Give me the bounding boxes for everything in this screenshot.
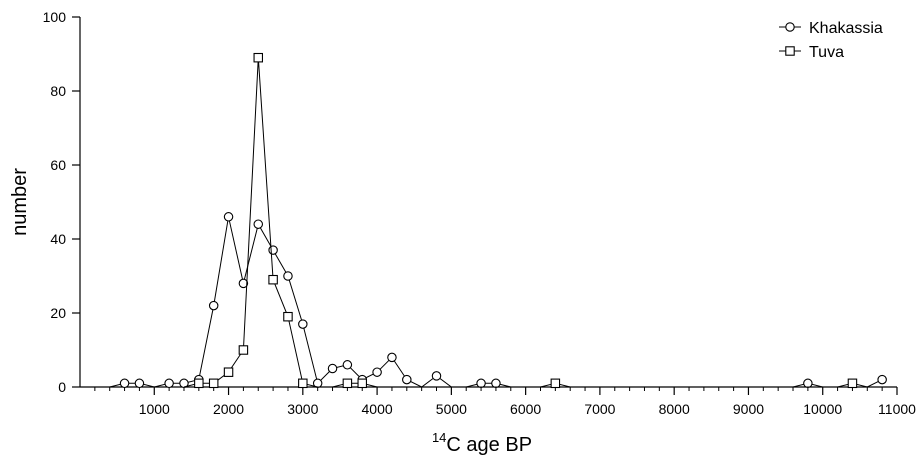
- data-point-tuva: [342, 378, 353, 389]
- legend-item-tuva: Tuva: [779, 44, 844, 61]
- data-point-khakassia: [119, 378, 130, 389]
- data-point-tuva: [268, 274, 278, 285]
- x-tick-label: 11000: [878, 401, 916, 417]
- data-point-tuva: [194, 378, 204, 389]
- data-point-khakassia: [253, 219, 264, 229]
- axes: 1000 2000 3000 4000 5000 6000 7000 8000 9000 1000…: [43, 9, 917, 417]
- data-point-khakassia: [803, 378, 813, 389]
- data-point-tuva: [238, 345, 249, 355]
- data-point-khakassia: [476, 378, 486, 389]
- x-tick-label: 4000: [362, 401, 393, 417]
- data-point-tuva: [253, 52, 264, 63]
- x-axis-title: 14C age BP: [432, 430, 532, 456]
- x-tick-label: 8000: [659, 401, 690, 417]
- data-point-khakassia: [223, 212, 234, 222]
- x-tick-label: 10000: [803, 401, 842, 417]
- data-point-khakassia: [179, 378, 189, 389]
- y-tick-label: 0: [58, 379, 66, 395]
- y-tick-label: 20: [50, 305, 66, 321]
- series-line-tuva: [183, 57, 868, 388]
- x-tick-label: 2000: [213, 401, 244, 417]
- data-point-khakassia: [342, 360, 353, 370]
- x-axis-title-superscript: 14: [432, 430, 446, 445]
- data-point-khakassia: [372, 367, 382, 377]
- data-point-khakassia: [387, 352, 397, 363]
- x-tick-label: 1000: [139, 401, 170, 417]
- data-point-khakassia: [238, 278, 249, 289]
- data-point-tuva: [208, 378, 219, 389]
- data-point-khakassia: [327, 363, 338, 374]
- legend-marker-tuva: [785, 46, 795, 56]
- x-tick-label: 5000: [436, 401, 467, 417]
- y-tick-label: 80: [50, 83, 66, 99]
- data-point-khakassia: [402, 374, 412, 385]
- series-khakassia: [109, 212, 887, 389]
- data-point-khakassia: [298, 319, 308, 329]
- legend-item-khakassia: Khakassia: [779, 20, 883, 37]
- data-point-khakassia: [283, 271, 293, 281]
- legend-marker-khakassia: [785, 22, 795, 32]
- series-layer: [109, 52, 887, 389]
- data-point-tuva: [357, 378, 367, 389]
- data-point-khakassia: [491, 378, 501, 389]
- x-tick-label: 3000: [287, 401, 318, 417]
- data-point-tuva: [283, 311, 293, 322]
- legend-label-tuva: Tuva: [809, 44, 844, 61]
- y-tick-label: 60: [50, 157, 66, 173]
- data-point-khakassia: [268, 245, 278, 255]
- data-point-khakassia: [431, 371, 442, 381]
- data-point-khakassia: [164, 378, 174, 389]
- legend-label-khakassia: Khakassia: [809, 20, 883, 37]
- x-tick-label: 6000: [510, 401, 541, 417]
- data-point-tuva: [550, 378, 561, 389]
- x-axis-title-text: C age BP: [446, 434, 532, 456]
- y-axis-title: number: [9, 168, 31, 236]
- y-tick-label: 100: [43, 9, 67, 25]
- legend: Khakassia Tuva: [779, 20, 883, 61]
- data-point-tuva: [847, 378, 858, 389]
- series-tuva: [183, 52, 868, 389]
- x-tick-label: 7000: [584, 401, 615, 417]
- series-line-khakassia: [109, 216, 883, 388]
- data-point-tuva: [298, 378, 308, 389]
- data-point-khakassia: [134, 378, 145, 389]
- y-tick-label: 40: [50, 231, 66, 247]
- x-tick-label: 9000: [733, 401, 764, 417]
- data-point-khakassia: [208, 300, 219, 311]
- data-point-tuva: [223, 367, 234, 377]
- data-point-khakassia: [877, 374, 887, 385]
